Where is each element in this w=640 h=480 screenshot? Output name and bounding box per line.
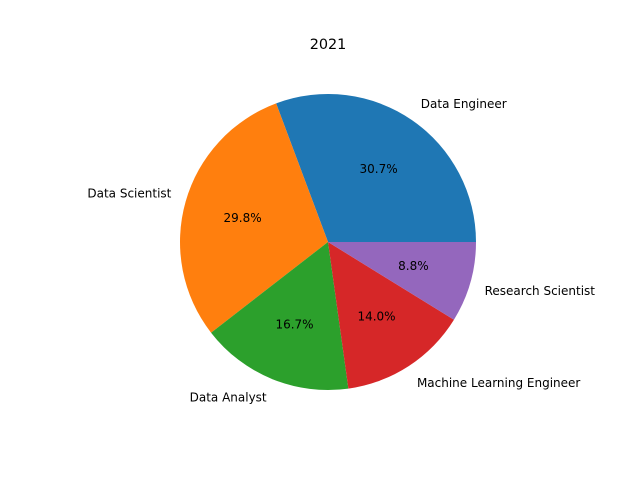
pie-slice-research-scientist xyxy=(328,242,476,320)
category-label-machine-learning-engineer: Machine Learning Engineer xyxy=(417,376,580,390)
pie-slice-data-scientist xyxy=(180,103,328,333)
category-label-data-analyst: Data Analyst xyxy=(190,391,267,405)
chart-title: 2021 xyxy=(310,37,347,53)
percent-label-data-analyst: 16.7% xyxy=(275,317,313,331)
category-label-data-engineer: Data Engineer xyxy=(421,97,507,111)
percent-label-machine-learning-engineer: 14.0% xyxy=(357,309,395,323)
pie-slice-data-engineer xyxy=(276,93,476,242)
percent-label-data-scientist: 29.8% xyxy=(224,211,262,225)
category-label-research-scientist: Research Scientist xyxy=(485,284,596,298)
pie-slice-machine-learning-engineer xyxy=(328,242,454,389)
percent-label-research-scientist: 8.8% xyxy=(398,259,429,273)
pie-slices xyxy=(180,93,476,391)
pie-slice-data-analyst xyxy=(211,242,349,391)
category-label-data-scientist: Data Scientist xyxy=(87,187,171,201)
pie-category-labels: Data Engineer Data Scientist Data Analyst M… xyxy=(87,97,595,404)
pie-percent-labels: 30.7% 29.8% 16.7% 14.0% 8.8% xyxy=(224,162,429,331)
percent-label-data-engineer: 30.7% xyxy=(360,162,398,176)
